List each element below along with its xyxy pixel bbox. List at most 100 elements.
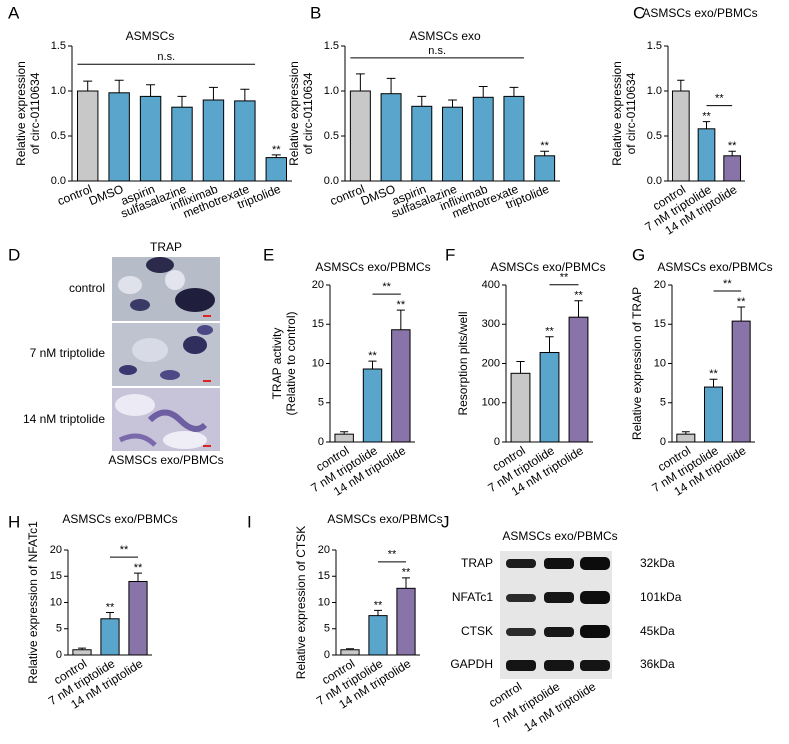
y-tick-label: 5 [318,397,324,409]
significance-label: ** [545,326,554,338]
error-bar [240,88,250,101]
panel-letter: A [8,3,20,22]
bar [534,155,556,182]
y-axis-label: of circ-0110634 [624,72,638,154]
significance-label: ** [397,299,406,311]
panel-letter: E [263,245,274,264]
error-bar [396,309,405,330]
y-tick-label: 20 [654,279,666,291]
error-bar [737,306,746,322]
error-bar [77,647,87,650]
y-axis-label: Relative expression [287,61,301,166]
y-tick-label: 15 [654,318,666,330]
y-tick-label: 0.5 [324,130,339,142]
y-tick-label: 0.0 [324,175,339,187]
y-tick-label: 0 [56,649,62,661]
y-tick-label: 0.0 [647,175,662,187]
bar [108,92,130,182]
significance-label: ** [574,290,583,302]
comparison-label: ** [560,272,569,284]
bar [100,618,120,656]
error-bar [516,361,525,374]
bar [77,90,99,182]
bar [265,157,288,182]
chart-title: ASMSCs exo/PBMCs [315,260,430,274]
y-tick-label: 1.0 [51,85,66,97]
bar [442,106,463,182]
chart-title: ASMSCs exo/PBMCs [642,6,757,20]
comparison-label: ** [120,544,129,556]
y-tick-label: 10 [312,357,324,369]
bar [362,368,383,443]
significance-label: ** [134,562,143,574]
y-tick-label: 15 [318,570,330,582]
error-bar [368,360,377,369]
bar [671,90,690,182]
bar [411,105,433,182]
y-axis-label: Relative expression of NFATc1 [26,521,40,684]
y-tick-label: 5 [660,397,666,409]
y-axis-label: Relative expression of CTSK [294,526,308,679]
protein-size: 36kDa [640,657,675,671]
error-bar [386,77,396,94]
bar [128,581,148,656]
panel-letter: D [8,245,20,264]
y-tick-label: 1.0 [647,85,662,97]
error-bar [574,300,583,318]
y-axis-label: Relative expression of TRAP [630,287,644,440]
y-tick-label: 1.5 [324,40,339,52]
y-axis-label: (Relative to control) [284,311,298,415]
image-row-label: 14 nM triptolide [23,412,105,426]
bar [368,615,388,656]
protein-size: 32kDa [640,556,675,570]
y-axis-label: of circ-0110634 [28,72,42,154]
y-tick-label: 0.5 [647,130,662,142]
bar [202,99,225,182]
bar [503,95,525,182]
y-tick-label: 0.5 [51,130,66,142]
error-bar [681,431,690,435]
error-bar [401,577,411,589]
panel-letter: G [632,245,645,264]
error-bar [105,611,115,619]
y-tick-label: 5 [56,623,62,635]
panel-letter: B [310,3,321,22]
bar [472,96,494,182]
protein-label: TRAP [461,556,493,570]
error-bar [208,86,218,100]
error-bar [448,99,457,108]
error-bar [355,73,365,91]
panel-letter: J [441,512,450,531]
chart-title: ASMSCs exo/PBMCs [490,260,605,274]
comparison-label: ** [388,549,397,561]
image-title: TRAP [150,240,182,254]
y-tick-label: 20 [318,544,330,556]
bar [391,329,411,443]
y-tick-label: 1.5 [51,40,66,52]
y-tick-label: 1.0 [324,85,339,97]
bar [234,100,256,182]
y-axis-label: Relative expression [14,61,28,166]
bar [72,649,92,656]
bar [171,106,193,182]
error-bar [146,84,156,97]
y-tick-label: 0.0 [51,175,66,187]
error-bar [478,86,488,98]
bar [349,90,371,182]
error-bar [417,95,427,107]
protein-label: NFATc1 [452,590,493,604]
y-tick-label: 400 [482,279,500,291]
chart-title: ASMSCs [126,29,175,43]
error-bar [728,150,736,156]
error-bar [340,431,349,435]
error-bar [709,378,718,388]
protein-size: 101kDa [640,590,682,604]
protein-label: CTSK [461,624,493,638]
micrographs [112,257,220,451]
bar [676,433,696,443]
error-bar [345,648,355,650]
blot-title: ASMSCs exo/PBMCs [502,529,617,543]
y-tick-label: 15 [312,318,324,330]
y-tick-label: 10 [50,596,62,608]
chart-title: ASMSCs exo/PBMCs [657,260,772,274]
